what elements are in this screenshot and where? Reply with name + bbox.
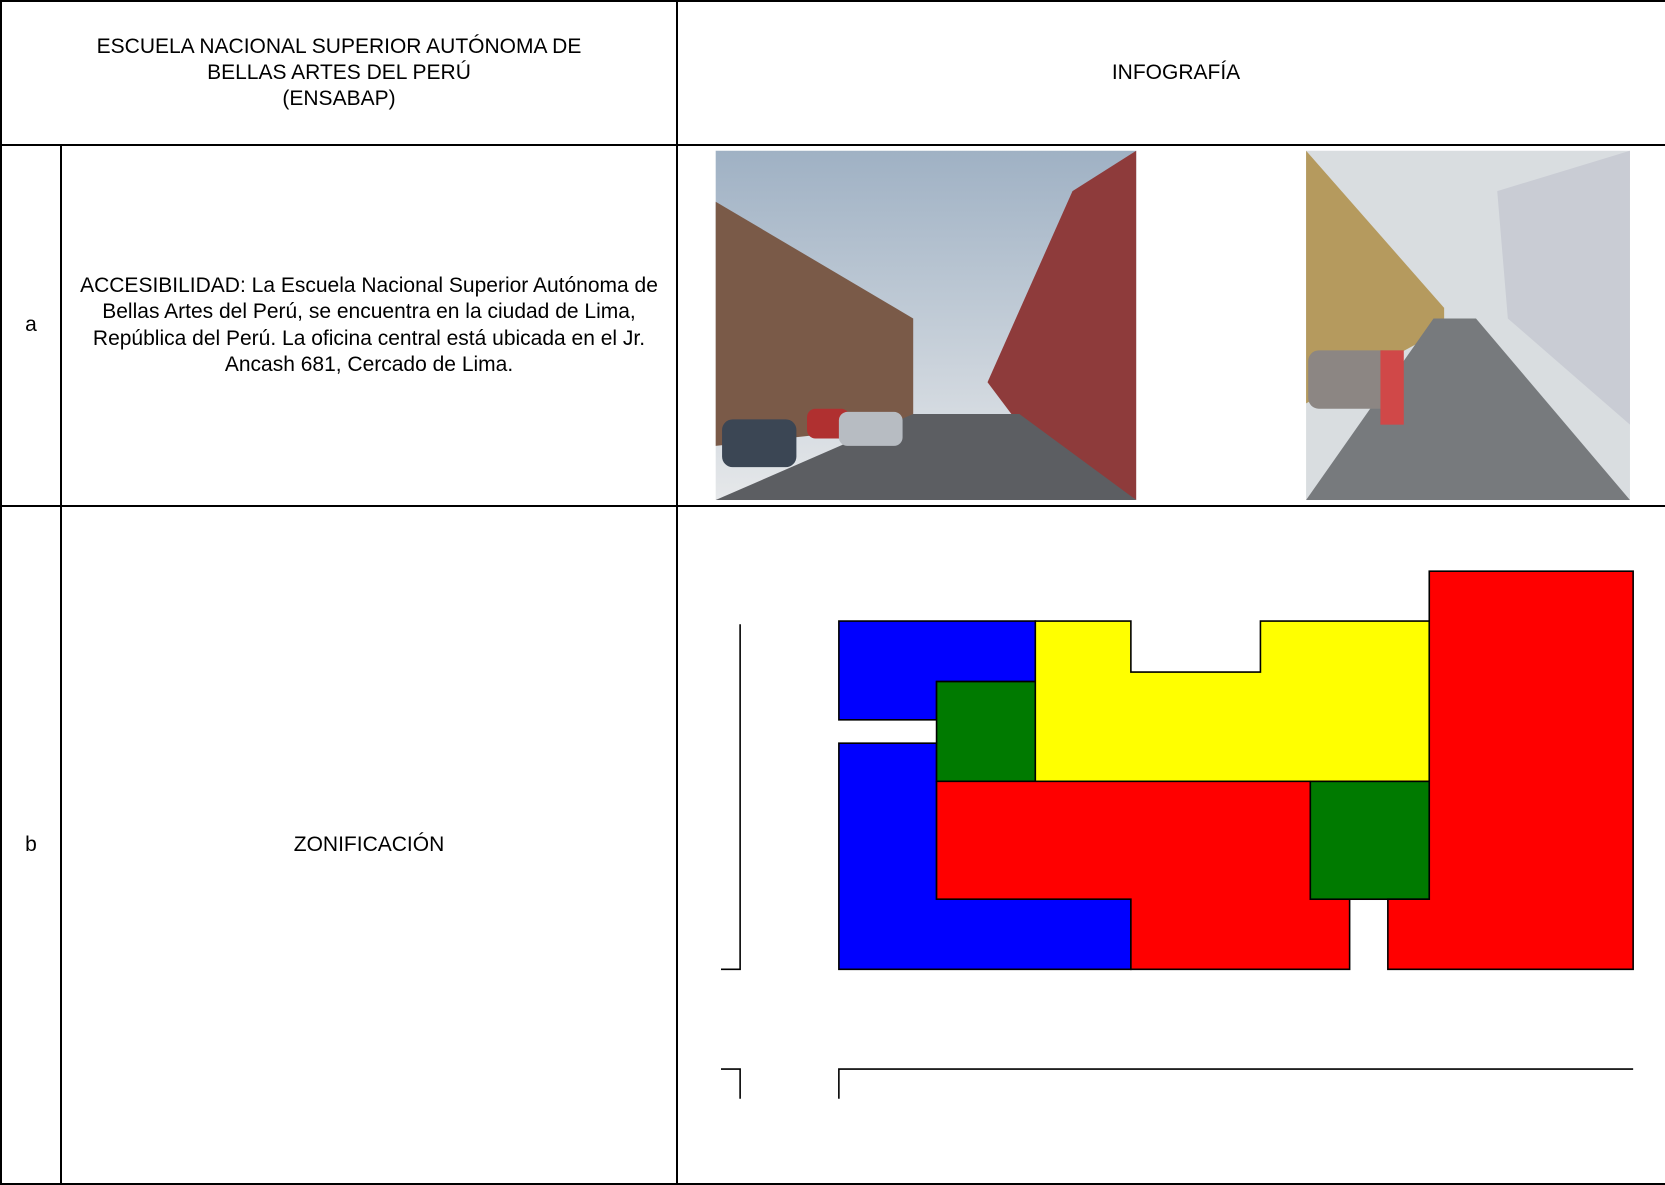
- title-line: BELLAS ARTES DEL PERÚ: [207, 60, 471, 84]
- street-photo: [1306, 150, 1630, 501]
- row-text: ZONIFICACIÓN: [293, 832, 445, 856]
- row-letter: b: [25, 832, 37, 856]
- title-line: (ENSABAP): [282, 87, 396, 111]
- header-left-title: ESCUELA NACIONAL SUPERIOR AUTÓNOMA DE BE…: [97, 34, 582, 113]
- row-letter: a: [25, 313, 37, 337]
- zoning-plan: [721, 570, 1634, 1099]
- title-line: ESCUELA NACIONAL SUPERIOR AUTÓNOMA DE: [96, 34, 582, 58]
- row-text: ACCESIBILIDAD: La Escuela Nacional Super…: [80, 274, 658, 376]
- street-photo: [715, 150, 1137, 501]
- header-right-title: INFOGRAFÍA: [1111, 60, 1241, 84]
